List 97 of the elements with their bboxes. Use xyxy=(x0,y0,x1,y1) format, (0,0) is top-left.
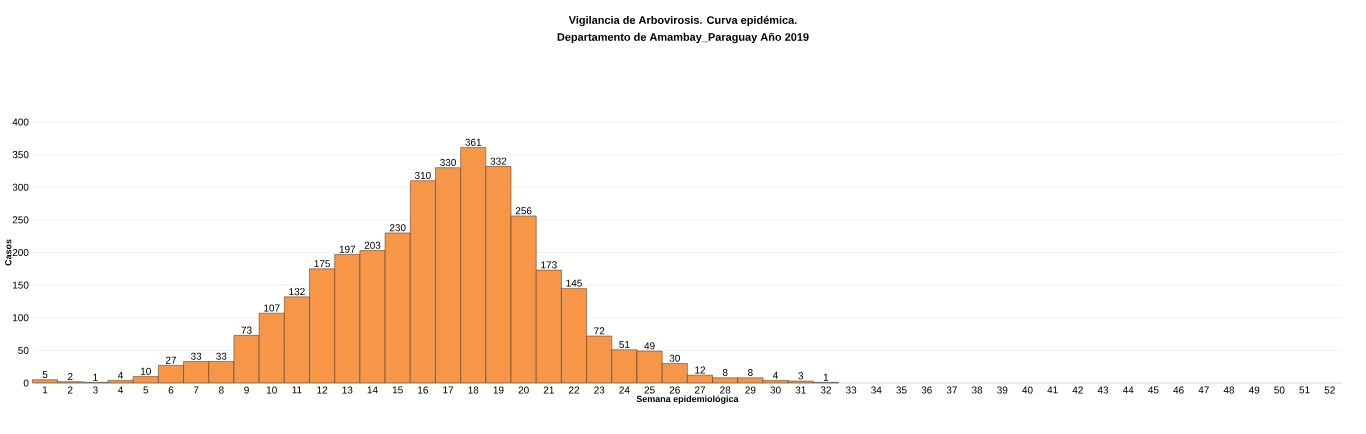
data-label: 73 xyxy=(241,326,252,334)
x-tick-label: 17 xyxy=(443,386,454,394)
x-tick-label: 19 xyxy=(493,386,504,394)
data-label: 310 xyxy=(414,171,431,180)
x-tick-label: 12 xyxy=(317,386,328,394)
data-label: 33 xyxy=(216,352,227,360)
x-tick-label: 45 xyxy=(1148,386,1159,394)
data-label: 361 xyxy=(465,138,482,146)
x-tick-label: 34 xyxy=(871,386,882,394)
y-tick-label: 250 xyxy=(12,216,29,224)
data-label: 8 xyxy=(722,369,728,377)
x-tick-label: 22 xyxy=(568,386,580,394)
x-tick-label: 4 xyxy=(118,386,124,394)
data-label: 197 xyxy=(339,245,356,253)
x-tick-label: 41 xyxy=(1047,386,1058,394)
x-tick-label: 31 xyxy=(795,386,806,394)
x-tick-label: 28 xyxy=(720,386,731,394)
y-tick-label: 350 xyxy=(12,151,29,159)
x-tick-label: 2 xyxy=(67,386,73,394)
data-label: 330 xyxy=(440,158,456,166)
data-label: 5 xyxy=(42,371,48,379)
data-label: 132 xyxy=(289,288,305,296)
y-tick-label: 100 xyxy=(13,314,29,322)
data-label: 2 xyxy=(67,373,73,380)
x-tick-label: 50 xyxy=(1274,386,1285,394)
data-label: 107 xyxy=(264,304,280,312)
data-label: 256 xyxy=(515,207,532,215)
x-tick-label: 15 xyxy=(392,386,403,394)
y-tick-label: 200 xyxy=(12,248,29,257)
data-label: 8 xyxy=(748,369,753,377)
x-tick-label: 14 xyxy=(367,386,378,394)
x-tick-label: 29 xyxy=(745,386,756,394)
x-tick-label: 23 xyxy=(594,386,605,394)
x-tick-label: 32 xyxy=(820,386,831,394)
x-tick-label: 27 xyxy=(694,386,706,394)
chart-subtitle: Departamento de Amambay_Paraguay Año 2019 xyxy=(557,32,809,44)
x-tick-label: 46 xyxy=(1173,386,1184,394)
x-tick-label: 35 xyxy=(896,386,907,394)
x-tick-label: 48 xyxy=(1223,386,1235,394)
data-label: 30 xyxy=(669,354,680,362)
data-label: 1 xyxy=(823,373,829,381)
x-tick-label: 24 xyxy=(619,386,630,394)
x-tick-label: 39 xyxy=(997,386,1008,394)
x-tick-label: 44 xyxy=(1122,386,1134,394)
data-label: 1 xyxy=(93,373,98,381)
y-axis-title: Casos xyxy=(5,239,12,266)
y-tick-label: 0 xyxy=(23,379,29,387)
data-label: 145 xyxy=(566,279,582,287)
x-tick-label: 43 xyxy=(1097,386,1109,394)
x-tick-label: 33 xyxy=(845,386,857,394)
x-tick-label: 36 xyxy=(921,386,932,394)
x-tick-label: 51 xyxy=(1299,386,1310,394)
y-tick-label: 300 xyxy=(12,183,29,191)
x-tick-label: 16 xyxy=(418,386,428,394)
data-label: 12 xyxy=(695,366,706,374)
x-tick-label: 20 xyxy=(518,386,529,394)
x-tick-label: 40 xyxy=(1022,386,1033,394)
data-label: 72 xyxy=(594,327,605,335)
data-label: 4 xyxy=(773,371,779,379)
data-label: 173 xyxy=(541,261,557,269)
x-tick-label: 9 xyxy=(244,386,249,394)
x-tick-label: 47 xyxy=(1198,386,1209,394)
chart-title: Vigilancia de Arbovirosis. Curva epidémica. xyxy=(568,15,797,27)
x-tick-label: 52 xyxy=(1324,386,1335,394)
x-tick-label: 25 xyxy=(644,386,655,394)
x-tick-label: 49 xyxy=(1248,386,1260,394)
y-tick-label: 50 xyxy=(18,346,29,354)
data-label: 27 xyxy=(165,356,176,364)
data-label: 3 xyxy=(798,372,804,380)
x-tick-label: 38 xyxy=(971,386,983,394)
x-tick-label: 42 xyxy=(1072,386,1083,394)
x-tick-label: 11 xyxy=(292,386,302,394)
x-tick-label: 37 xyxy=(946,386,957,394)
x-tick-label: 10 xyxy=(266,386,277,394)
y-tick-label: 150 xyxy=(13,281,29,289)
x-tick-label: 7 xyxy=(193,386,199,394)
x-tick-label: 3 xyxy=(92,386,98,394)
x-tick-label: 26 xyxy=(669,386,680,394)
y-tick-label: 400 xyxy=(12,118,29,126)
x-tick-label: 1 xyxy=(43,386,48,394)
x-tick-label: 6 xyxy=(168,386,174,394)
data-label: 10 xyxy=(140,367,151,375)
data-label: 49 xyxy=(644,342,655,350)
data-label: 4 xyxy=(118,371,124,379)
x-tick-label: 13 xyxy=(342,386,353,394)
data-label: 230 xyxy=(389,224,406,232)
data-label: 175 xyxy=(314,260,330,268)
data-label: 51 xyxy=(619,341,630,349)
data-label: 33 xyxy=(190,352,202,360)
x-tick-label: 8 xyxy=(219,386,224,394)
data-label: 203 xyxy=(364,241,381,249)
x-tick-label: 5 xyxy=(143,386,149,394)
x-axis-title: Semana epidemiológica xyxy=(636,395,739,404)
x-tick-label: 30 xyxy=(770,386,781,394)
x-tick-label: 18 xyxy=(468,386,479,394)
x-tick-label: 21 xyxy=(543,386,554,394)
data-label: 332 xyxy=(490,157,507,165)
